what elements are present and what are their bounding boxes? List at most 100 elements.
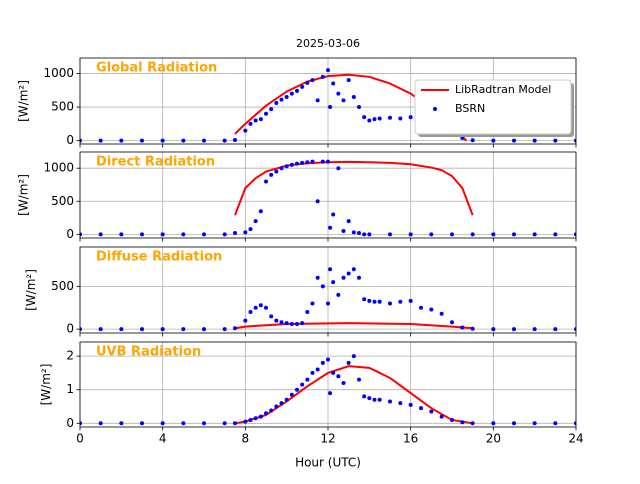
bsrn-point xyxy=(243,128,248,133)
bsrn-point xyxy=(377,299,382,304)
bsrn-point xyxy=(253,416,258,421)
x-tick-label: 8 xyxy=(242,432,250,446)
bsrn-point xyxy=(160,327,165,332)
bsrn-point xyxy=(264,179,268,184)
bsrn-point xyxy=(429,409,434,414)
bsrn-point xyxy=(315,275,320,280)
y-axis-label: [W/m²] xyxy=(39,364,53,406)
bsrn-point xyxy=(328,391,333,396)
bsrn-point xyxy=(279,97,284,102)
bsrn-point xyxy=(553,421,558,426)
bsrn-point xyxy=(346,219,351,224)
bsrn-point xyxy=(512,327,516,332)
bsrn-point xyxy=(98,138,103,143)
x-tick-label: 24 xyxy=(568,432,583,446)
bsrn-point xyxy=(357,105,361,110)
bsrn-point xyxy=(295,161,299,166)
bsrn-point xyxy=(305,310,310,315)
bsrn-point xyxy=(341,98,346,103)
bsrn-point xyxy=(491,138,496,143)
bsrn-point xyxy=(346,271,351,276)
bsrn-point xyxy=(233,231,237,236)
bsrn-point xyxy=(140,138,144,143)
y-tick-label: 1000 xyxy=(43,66,74,80)
bsrn-point xyxy=(429,232,434,237)
bsrn-point xyxy=(367,396,372,401)
panel-annotation: UVB Radiation xyxy=(96,345,201,360)
bsrn-point xyxy=(491,232,496,237)
model-line xyxy=(234,160,474,216)
bsrn-point xyxy=(351,354,356,359)
bsrn-point xyxy=(269,107,274,112)
bsrn-point xyxy=(181,138,186,143)
legend-label: BSRN xyxy=(455,102,485,115)
bsrn-point xyxy=(284,397,289,402)
bsrn-point xyxy=(331,81,336,86)
bsrn-point xyxy=(98,232,103,237)
bsrn-point xyxy=(336,292,341,297)
bsrn-point xyxy=(408,298,413,303)
bsrn-point xyxy=(351,94,356,99)
bsrn-point xyxy=(491,421,496,426)
y-tick-label: 500 xyxy=(51,100,74,114)
bsrn-point xyxy=(377,116,382,121)
bsrn-point xyxy=(512,138,516,143)
bsrn-point xyxy=(274,404,279,409)
y-tick-label: 0 xyxy=(66,133,74,147)
bsrn-point xyxy=(388,115,392,120)
bsrn-point xyxy=(331,370,336,375)
bsrn-point xyxy=(408,402,413,407)
bsrn-point xyxy=(289,392,294,397)
legend-box xyxy=(414,79,572,135)
bsrn-point xyxy=(222,232,227,237)
panel-annotation: Direct Radiation xyxy=(96,155,215,170)
bsrn-point xyxy=(388,232,392,237)
bsrn-point xyxy=(315,98,320,103)
panel-annotation: Diffuse Radiation xyxy=(96,250,222,265)
y-axis-label: [W/m²] xyxy=(24,269,38,311)
bsrn-point xyxy=(248,310,253,315)
bsrn-point xyxy=(258,303,263,308)
model-line xyxy=(234,322,473,330)
bsrn-point xyxy=(243,230,248,235)
bsrn-point xyxy=(233,137,237,142)
bsrn-point xyxy=(336,374,341,379)
bsrn-point xyxy=(274,101,279,106)
y-tick-label: 1 xyxy=(66,382,74,396)
bsrn-point xyxy=(243,318,248,323)
bsrn-point xyxy=(470,421,475,426)
bsrn-point xyxy=(450,232,454,237)
bsrn-point xyxy=(305,160,310,165)
bsrn-point xyxy=(310,301,315,306)
bsrn-point xyxy=(553,138,558,143)
bsrn-point xyxy=(341,275,346,280)
bsrn-point xyxy=(248,417,253,422)
x-tick-label: 12 xyxy=(320,432,335,446)
bsrn-point xyxy=(295,88,299,93)
bsrn-point xyxy=(222,138,227,143)
bsrn-point xyxy=(258,117,263,122)
y-tick-label: 1000 xyxy=(43,161,74,175)
bsrn-point xyxy=(331,280,336,285)
bsrn-point xyxy=(419,305,423,310)
bsrn-point xyxy=(439,311,444,316)
bsrn-point xyxy=(553,232,558,237)
bsrn-point xyxy=(377,397,382,402)
bsrn-point xyxy=(295,322,299,327)
bsrn-point xyxy=(202,138,206,143)
bsrn-point xyxy=(460,420,465,425)
bsrn-point xyxy=(119,232,124,237)
bsrn-point xyxy=(328,267,333,272)
bsrn-point xyxy=(346,360,351,365)
bsrn-point xyxy=(320,74,325,79)
bsrn-point xyxy=(470,232,475,237)
bsrn-point xyxy=(310,78,315,83)
bsrn-point xyxy=(80,421,82,426)
bsrn-point xyxy=(80,232,82,237)
bsrn-point xyxy=(336,166,341,171)
axes-frame xyxy=(79,246,577,334)
bsrn-point xyxy=(439,414,444,419)
bsrn-point xyxy=(362,232,367,237)
y-tick-label: 2 xyxy=(66,349,74,363)
legend-label: LibRadtran Model xyxy=(455,83,551,96)
